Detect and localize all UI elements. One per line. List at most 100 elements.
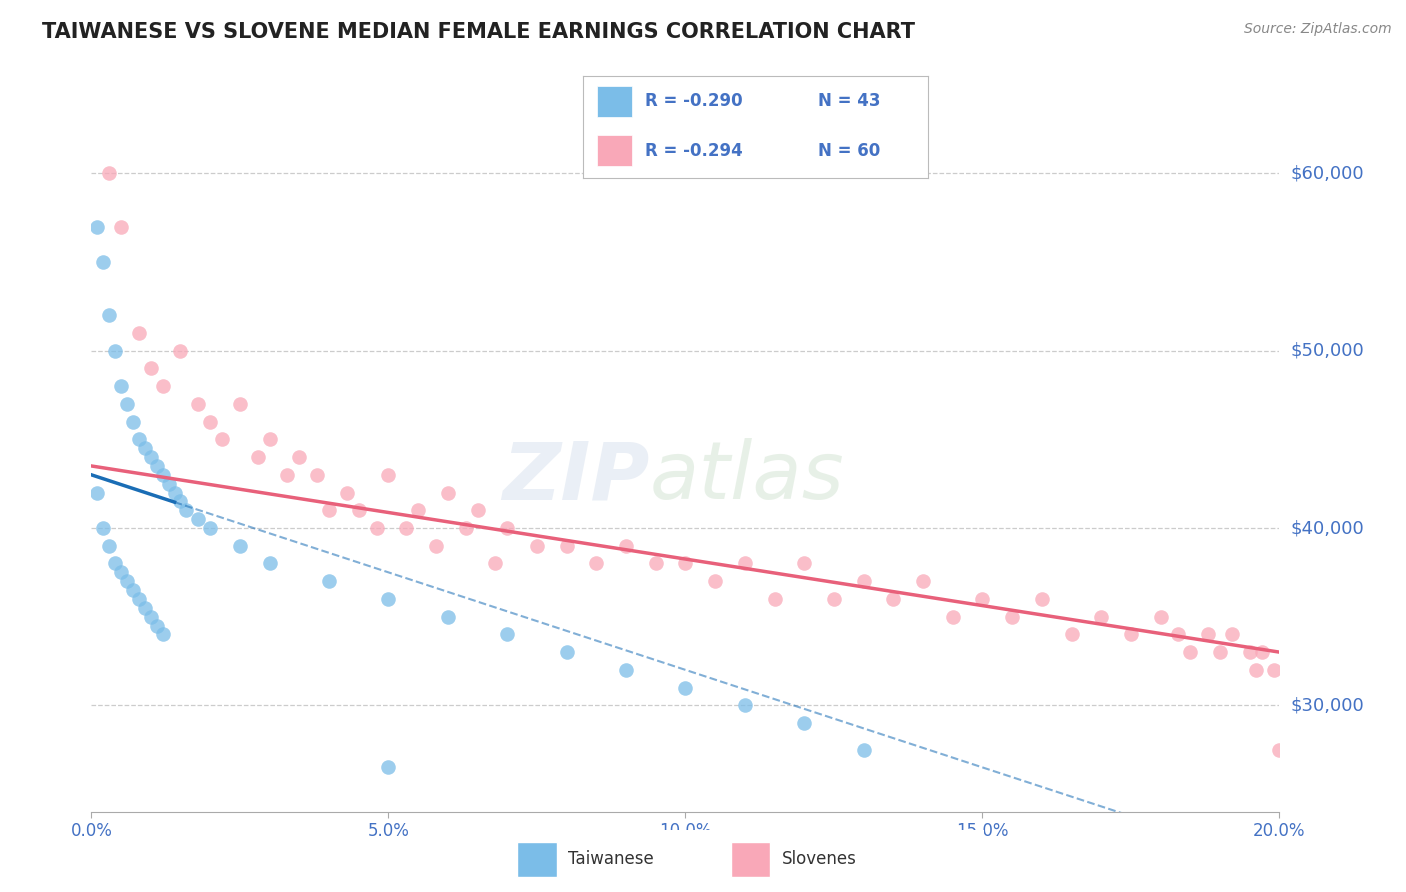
Point — [852, 742, 875, 756]
Point — [585, 557, 607, 571]
Point — [1167, 627, 1189, 641]
Point — [734, 698, 756, 713]
Point — [1250, 645, 1272, 659]
Point — [366, 521, 388, 535]
Point — [259, 433, 281, 447]
Point — [1197, 627, 1219, 641]
Point — [139, 609, 162, 624]
Point — [128, 591, 150, 606]
Point — [406, 503, 429, 517]
Point — [145, 618, 167, 632]
Point — [1268, 742, 1291, 756]
Text: $60,000: $60,000 — [1291, 164, 1364, 182]
Point — [176, 503, 198, 517]
Point — [793, 557, 815, 571]
Point — [972, 591, 994, 606]
Point — [91, 521, 114, 535]
Text: $30,000: $30,000 — [1291, 697, 1364, 714]
Point — [128, 326, 150, 340]
Point — [139, 361, 162, 376]
Point — [763, 591, 786, 606]
Point — [169, 343, 191, 358]
Bar — [731, 842, 770, 877]
Bar — [598, 136, 631, 166]
Point — [104, 557, 127, 571]
Point — [259, 557, 281, 571]
Point — [1220, 627, 1243, 641]
Point — [644, 557, 666, 571]
Point — [942, 609, 965, 624]
Point — [484, 557, 506, 571]
Point — [152, 467, 174, 482]
Point — [614, 663, 637, 677]
Point — [276, 467, 298, 482]
Text: R = -0.290: R = -0.290 — [645, 93, 744, 111]
Point — [110, 379, 132, 393]
Point — [318, 574, 340, 589]
Point — [852, 574, 875, 589]
Point — [98, 308, 121, 322]
Point — [1263, 663, 1285, 677]
Point — [734, 557, 756, 571]
Point — [1031, 591, 1053, 606]
Point — [882, 591, 904, 606]
Point — [555, 645, 578, 659]
Point — [246, 450, 269, 464]
Point — [110, 219, 132, 234]
Point — [200, 415, 222, 429]
Point — [104, 343, 127, 358]
Point — [307, 467, 329, 482]
Point — [911, 574, 934, 589]
Text: $50,000: $50,000 — [1291, 342, 1364, 359]
Point — [377, 760, 399, 774]
Text: ZIP: ZIP — [502, 438, 650, 516]
Point — [1001, 609, 1024, 624]
Point — [467, 503, 489, 517]
Point — [395, 521, 418, 535]
Point — [134, 600, 156, 615]
Point — [163, 485, 186, 500]
Bar — [517, 842, 557, 877]
Point — [134, 442, 156, 456]
Point — [139, 450, 162, 464]
Point — [1090, 609, 1112, 624]
Point — [454, 521, 477, 535]
Point — [152, 627, 174, 641]
Point — [98, 539, 121, 553]
Point — [187, 397, 209, 411]
Point — [1119, 627, 1142, 641]
Point — [152, 379, 174, 393]
Point — [377, 591, 399, 606]
Point — [1180, 645, 1202, 659]
Point — [1244, 663, 1267, 677]
Point — [496, 627, 519, 641]
Point — [229, 397, 252, 411]
Point — [823, 591, 845, 606]
Point — [336, 485, 359, 500]
Point — [187, 512, 209, 526]
Text: Taiwanese: Taiwanese — [568, 849, 654, 868]
Point — [1209, 645, 1232, 659]
Text: atlas: atlas — [650, 438, 845, 516]
Text: R = -0.294: R = -0.294 — [645, 142, 744, 160]
Text: $40,000: $40,000 — [1291, 519, 1364, 537]
Point — [115, 397, 138, 411]
Text: Slovenes: Slovenes — [782, 849, 856, 868]
Point — [496, 521, 519, 535]
Point — [704, 574, 727, 589]
Point — [122, 583, 145, 598]
Point — [145, 458, 167, 473]
Point — [318, 503, 340, 517]
Point — [211, 433, 233, 447]
Bar — [598, 87, 631, 117]
Text: N = 43: N = 43 — [818, 93, 880, 111]
Text: TAIWANESE VS SLOVENE MEDIAN FEMALE EARNINGS CORRELATION CHART: TAIWANESE VS SLOVENE MEDIAN FEMALE EARNI… — [42, 22, 915, 42]
Point — [229, 539, 252, 553]
Point — [436, 485, 458, 500]
Point — [86, 485, 108, 500]
Point — [1060, 627, 1083, 641]
Point — [288, 450, 311, 464]
Point — [86, 219, 108, 234]
Point — [157, 476, 180, 491]
Point — [169, 494, 191, 508]
